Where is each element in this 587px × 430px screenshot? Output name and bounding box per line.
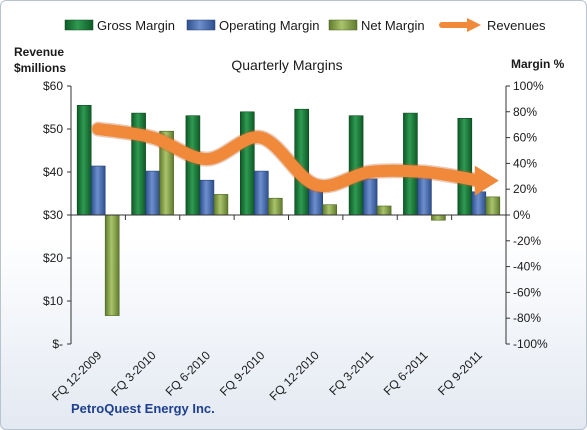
- legend: Gross Margin Operating Margin Net Margin…: [64, 18, 546, 33]
- x-tick-label: FQ 3-2010: [108, 348, 159, 399]
- revenue-point-fq-6-2011: [423, 171, 426, 173]
- legend-label-operating-margin: Operating Margin: [219, 18, 319, 33]
- x-tick-label: FQ 6-2010: [163, 348, 214, 399]
- x-tick-label: FQ 12-2009: [49, 348, 104, 403]
- legend-item-operating-margin[interactable]: Operating Margin: [186, 18, 319, 33]
- bar-operating-margin-fq-9-2010: [254, 170, 269, 216]
- y-right-tick-label: 100%: [513, 79, 544, 93]
- bar-gross-margin-fq-3-2011: [348, 115, 364, 216]
- y-left-tick-label: $60: [43, 79, 63, 93]
- legend-swatch-operating-margin: [186, 19, 216, 31]
- bar-net-margin-fq-3-2011: [376, 205, 392, 216]
- y-right-tick-label: 40%: [513, 156, 537, 170]
- bar-gross-margin-fq-9-2010: [240, 111, 255, 216]
- y-right-tick-label: -100%: [513, 337, 548, 351]
- x-tick-label: FQ 3-2011: [326, 348, 376, 398]
- legend-swatch-gross-margin: [64, 19, 94, 31]
- revenue-point-fq-3-2011: [369, 171, 372, 173]
- bar-gross-margin-fq-9-2011: [457, 118, 473, 216]
- revenue-point-fq-9-2010: [260, 136, 263, 139]
- revenue-point-fq-9-2011: [477, 179, 480, 182]
- bar-operating-margin-fq-12-2009: [90, 165, 106, 216]
- bar-operating-margin-fq-9-2011: [471, 191, 487, 216]
- legend-swatch-net-margin: [328, 19, 358, 31]
- y-right-tick-label: 20%: [513, 182, 537, 196]
- y-left-tick-label: $10: [43, 294, 63, 308]
- y-left-tick-label: $50: [43, 122, 63, 136]
- x-tick-label: FQ 6-2011: [381, 348, 431, 398]
- x-tick-label: FQ 12-2010: [267, 348, 322, 403]
- y-left-tick-label: $20: [43, 251, 63, 265]
- revenue-point-fq-3-2010: [151, 136, 154, 139]
- y-right-tick-label: 60%: [513, 131, 537, 145]
- revenue-point-fq-12-2010: [314, 183, 317, 186]
- y-right-tick-label: 0%: [513, 208, 531, 222]
- bar-net-margin-fq-9-2011: [485, 196, 501, 216]
- bar-gross-margin-fq-12-2009: [76, 105, 92, 216]
- y-right-tick-label: -40%: [513, 260, 541, 274]
- legend-label-net-margin: Net Margin: [361, 18, 425, 33]
- bar-operating-margin-fq-3-2011: [362, 178, 378, 216]
- bar-operating-margin-fq-6-2011: [417, 174, 432, 216]
- y-right-tick-label: -20%: [513, 234, 541, 248]
- revenue-arrowhead: [474, 165, 499, 196]
- legend-item-gross-margin[interactable]: Gross Margin: [64, 18, 175, 33]
- revenue-point-fq-6-2010: [205, 158, 208, 161]
- y-right-tick-label: -60%: [513, 285, 541, 299]
- bar-net-margin-fq-12-2009: [104, 214, 120, 316]
- y-left-title-line1: Revenue: [14, 45, 64, 59]
- y-left-tick-label: $-: [52, 337, 63, 351]
- revenue-line-layer: [90, 121, 499, 196]
- x-tick-label: FQ 9-2010: [217, 348, 268, 399]
- axes-layer: [67, 85, 510, 345]
- y-right-tick-label: 80%: [513, 105, 537, 119]
- y-right-tick-label: -80%: [513, 311, 541, 325]
- revenue-point-fq-12-2009: [97, 128, 100, 130]
- bar-operating-margin-fq-3-2010: [145, 170, 160, 216]
- legend-label-revenues: Revenues: [487, 18, 546, 33]
- y-left-title-line2: $millions: [14, 61, 66, 75]
- revenue-line: [92, 123, 485, 193]
- y-left-tick-label: $40: [43, 165, 63, 179]
- bar-operating-margin-fq-6-2010: [199, 179, 215, 216]
- legend-arrowhead-revenues: [467, 18, 481, 32]
- bar-net-margin-fq-12-2010: [322, 204, 338, 216]
- x-tick-label: FQ 9-2011: [435, 348, 485, 398]
- legend-item-net-margin[interactable]: Net Margin: [328, 18, 425, 33]
- y-left-tick-label: $30: [43, 208, 63, 222]
- legend-item-revenues[interactable]: Revenues: [439, 18, 546, 33]
- legend-label-gross-margin: Gross Margin: [97, 18, 175, 33]
- bar-net-margin-fq-6-2011: [431, 214, 446, 221]
- company-name: PetroQuest Energy Inc.: [71, 401, 215, 416]
- bar-net-margin-fq-6-2010: [213, 194, 229, 216]
- y-right-title: Margin %: [511, 57, 565, 71]
- bar-net-margin-fq-9-2010: [267, 197, 283, 216]
- chart-title: Quarterly Margins: [231, 57, 342, 73]
